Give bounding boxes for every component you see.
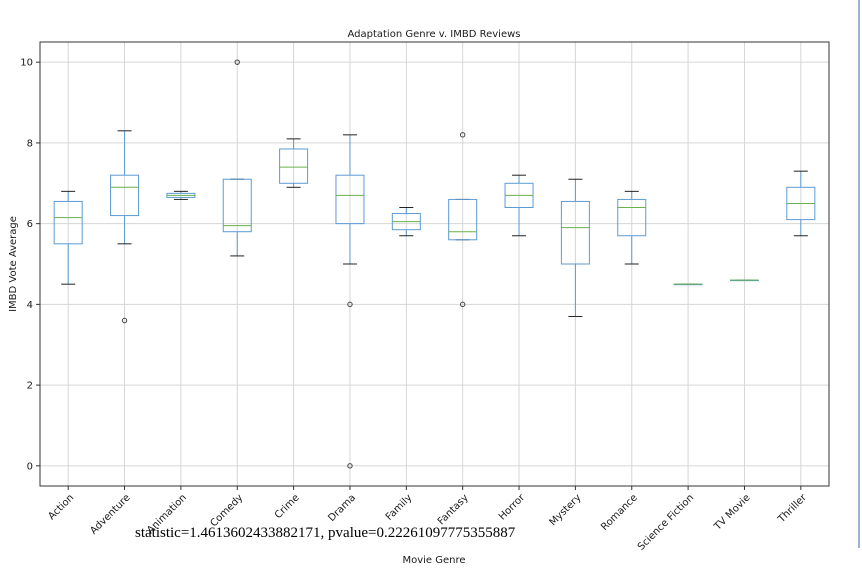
- outlier-point: [347, 463, 353, 469]
- box-horror: [504, 174, 534, 237]
- x-tick-label: Drama: [326, 492, 358, 524]
- x-tick-label: Mystery: [548, 492, 584, 528]
- y-tick-label: 0: [27, 461, 33, 472]
- x-tick-label: TV Movie: [712, 492, 753, 533]
- outlier-point: [121, 317, 128, 324]
- x-tick-label: Action: [46, 492, 76, 522]
- box-drama: [335, 134, 365, 469]
- y-tick-label: 10: [20, 58, 33, 69]
- x-axis-ticks: Action Adventure Animation Comedy Crime Drama…: [46, 486, 810, 553]
- x-tick-label: Crime: [273, 492, 302, 521]
- box-series: [53, 59, 816, 469]
- box-body: [617, 198, 647, 237]
- x-tick-label: Comedy: [208, 492, 245, 529]
- y-tick-label: 4: [27, 300, 33, 311]
- x-tick-label: Family: [384, 492, 415, 523]
- plot-frame: [39, 41, 830, 487]
- grid-lines: [40, 42, 829, 486]
- box-romance: [617, 190, 647, 265]
- window-edge: [858, 0, 860, 548]
- box-body: [222, 178, 252, 233]
- box-body: [560, 200, 590, 265]
- box-body: [110, 174, 140, 217]
- x-tick-label: Adventure: [88, 492, 132, 536]
- x-tick-label: Thriller: [776, 492, 810, 526]
- x-tick-label: Fantasy: [436, 492, 471, 527]
- box-body: [448, 198, 478, 241]
- box-body: [279, 148, 309, 184]
- box-adventure: [110, 130, 140, 324]
- box-crime: [279, 138, 309, 188]
- y-tick-label: 6: [27, 219, 33, 230]
- x-tick-label: Horror: [497, 492, 528, 523]
- box-thriller: [786, 170, 816, 237]
- box-tv-movie: [729, 279, 759, 282]
- chart-title: Adaptation Genre v. IMBD Reviews: [347, 29, 520, 40]
- box-fantasy: [448, 132, 478, 308]
- outlier-point: [234, 59, 240, 65]
- x-tick-label: Science Fiction: [636, 492, 696, 552]
- statistic-annotation: statistic=1.4613602433882171, pvalue=0.2…: [135, 525, 516, 541]
- box-mystery: [560, 178, 590, 317]
- y-axis-label: IMBD Vote Average: [8, 216, 19, 312]
- y-tick-label: 2: [27, 381, 33, 392]
- box-science-fiction: [673, 283, 703, 286]
- y-axis-ticks: 0 2 4 6 8 10: [20, 58, 40, 472]
- box-family: [391, 206, 421, 237]
- box-animation: [166, 190, 196, 200]
- x-axis-label: Movie Genre: [402, 555, 465, 566]
- box-action: [53, 190, 83, 285]
- outlier-point: [347, 301, 353, 308]
- box-body: [53, 200, 83, 245]
- outlier-point: [459, 132, 466, 138]
- box-comedy: [222, 59, 252, 257]
- box-body: [335, 174, 365, 225]
- x-tick-label: Romance: [599, 492, 640, 533]
- y-tick-label: 8: [27, 138, 33, 149]
- outlier-point: [459, 301, 466, 308]
